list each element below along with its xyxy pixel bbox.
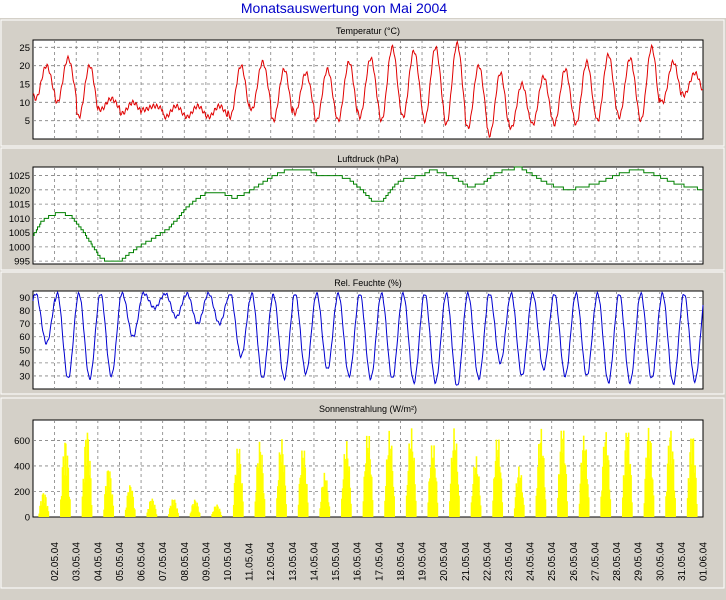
x-tick-label: 13.05.04: [288, 542, 299, 581]
y-tick-label: 1000: [9, 242, 30, 253]
x-tick-label: 01.06.04: [699, 542, 710, 581]
temperature-series-line: [32, 39, 704, 138]
plot-area: [32, 290, 704, 390]
x-tick-label: 11.05.04: [245, 542, 256, 581]
x-tick-label: 17.05.04: [374, 542, 385, 581]
y-tick-label: 5: [25, 116, 30, 127]
y-tick-label: 30: [19, 371, 30, 382]
chart-temperature: Temperatur (°C) 5 10 15 20 25: [0, 19, 725, 147]
y-tick-label: 25: [19, 43, 30, 54]
y-tick-label: 40: [19, 358, 30, 369]
x-tick-label: 26.05.04: [569, 542, 580, 581]
chart-humidity: Rel. Feuchte (%) 30 40 50 60 70 80 90: [0, 271, 725, 395]
chart-pressure: Luftdruck (hPa) 995 1000 1005 1010 1015 1020 10…: [0, 147, 725, 271]
y-tick-label: 50: [19, 345, 30, 356]
chart-radiation: Sonnenstrahlung (W/m²) 0 200 400 600: [0, 397, 725, 589]
y-tick-label: 1005: [9, 228, 30, 239]
x-tick-label: 15.05.04: [331, 542, 342, 581]
title-bar-background: [0, 0, 726, 18]
x-tick-label: 31.05.04: [677, 542, 688, 581]
y-tick-label: 0: [25, 513, 30, 524]
x-tick-label: 05.05.04: [115, 542, 126, 581]
x-tick-label: 03.05.04: [72, 542, 83, 581]
y-tick-label: 1010: [9, 214, 30, 225]
x-axis-date-labels: 02.05.04 03.05.04 04.05.04 05.05.04 06.05.04…: [50, 542, 709, 581]
x-tick-label: 22.05.04: [482, 542, 493, 581]
x-tick-label: 28.05.04: [612, 542, 623, 581]
chart-title: Luftdruck (hPa): [337, 154, 399, 164]
y-tick-label: 600: [14, 436, 30, 447]
humidity-series-line: [32, 290, 704, 386]
x-tick-label: 21.05.04: [461, 542, 472, 581]
y-tick-label: 995: [14, 257, 30, 268]
x-tick-label: 02.05.04: [50, 542, 61, 581]
y-tick-label: 200: [14, 487, 30, 498]
x-tick-label: 06.05.04: [137, 542, 148, 581]
x-tick-label: 08.05.04: [180, 542, 191, 581]
x-tick-label: 18.05.04: [396, 542, 407, 581]
x-tick-label: 12.05.04: [266, 542, 277, 581]
x-tick-label: 10.05.04: [223, 542, 234, 581]
x-tick-label: 16.05.04: [353, 542, 364, 581]
chart-title: Rel. Feuchte (%): [334, 278, 402, 288]
x-tick-label: 09.05.04: [201, 542, 212, 581]
y-tick-label: 90: [19, 293, 30, 304]
y-tick-label: 1020: [9, 185, 30, 196]
y-tick-label: 70: [19, 319, 30, 330]
x-tick-label: 27.05.04: [590, 542, 601, 581]
chart-title: Temperatur (°C): [336, 26, 400, 36]
x-tick-label: 30.05.04: [655, 542, 666, 581]
x-tick-label: 04.05.04: [93, 542, 104, 581]
x-tick-label: 24.05.04: [526, 542, 537, 581]
x-tick-label: 14.05.04: [309, 542, 320, 581]
y-tick-label: 60: [19, 332, 30, 343]
y-tick-label: 80: [19, 306, 30, 317]
y-tick-label: 1025: [9, 171, 30, 182]
x-tick-label: 25.05.04: [547, 542, 558, 581]
x-tick-label: 29.05.04: [634, 542, 645, 581]
plot-area: [32, 166, 704, 265]
x-tick-label: 07.05.04: [158, 542, 169, 581]
y-tick-label: 1015: [9, 200, 30, 211]
pressure-series-line: [33, 166, 703, 262]
chart-title: Sonnenstrahlung (W/m²): [319, 404, 417, 414]
y-tick-label: 15: [19, 80, 30, 91]
x-tick-label: 19.05.04: [418, 542, 429, 581]
x-tick-label: 20.05.04: [439, 542, 450, 581]
y-tick-label: 20: [19, 61, 30, 72]
y-tick-label: 10: [19, 98, 30, 109]
y-tick-label: 400: [14, 461, 30, 472]
x-tick-label: 23.05.04: [504, 542, 515, 581]
report-title: Monatsauswertung von Mai 2004: [241, 0, 447, 16]
